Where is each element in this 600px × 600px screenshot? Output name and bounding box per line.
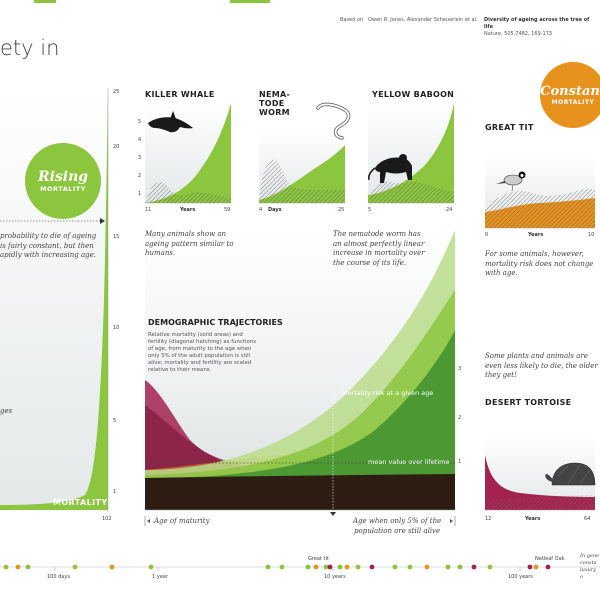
top-mark [34,0,56,3]
left-y-tick: 1 [113,489,117,495]
left-y-tick: 15 [113,234,120,240]
tit-x-end: 10 [588,232,595,238]
great-tit-note: For some animals, however, mortality ris… [485,250,594,277]
demographic-chart [145,230,455,516]
mortality-risk-label: Mortality risk at a given age [342,389,434,397]
demographic-title: DEMOGRAPHIC TRAJECTORIES [148,318,283,327]
tortoise-title: DESERT TORTOISE [485,398,572,407]
nematode-title: NEMA- TODE WORM [259,90,291,117]
timeline-label: 1 year [152,574,168,580]
tortoise-x-start: 12 [485,516,492,522]
tit-x-start: 0 [485,232,489,238]
age-of-maturity-label: Age of maturity [154,517,210,525]
kw-y-tick: 4 [138,137,142,143]
kw-y-tick: 2 [138,173,142,179]
nematode-panel [259,102,351,204]
timeline-label: 100 years [508,574,533,580]
left-y-tick: 10 [113,325,120,331]
kw-x-end: 59 [224,207,231,213]
timeline [0,564,600,571]
kw-y-tick: 3 [138,155,142,161]
left-stub-text: ges [0,407,13,415]
page-title-fragment: ety in [0,36,60,60]
nema-x-start: 4 [259,207,263,213]
nema-x-end: 25 [338,207,345,213]
tortoise-icon [551,462,596,486]
killer-whale-title: KILLER WHALE [145,90,215,99]
killer-whale-panel [145,103,231,204]
age-five-percent-label: Age when only 5% of the population are s… [353,517,442,535]
rising-mortality-badge: Rising MORTALITY [25,143,101,219]
timeline-species-label: Netleaf Oak [535,556,565,562]
baboon-icon [375,157,412,183]
kw-x-start: 11 [145,207,152,213]
demo-right-tick: 1 [458,459,462,465]
tortoise-x-label: Years [525,516,541,522]
bottom-right-note: In gene consta luxury o [580,553,600,580]
left-y-tick: 5 [113,418,117,424]
killer-whale-note: Many animals show an ageing pattern simi… [145,230,234,257]
left-y-tick: 20 [113,144,120,150]
demographic-description: Relative mortality (solid areas) and fer… [148,332,257,373]
baboon-x-start: 5 [368,207,372,213]
age-brackets [144,516,456,526]
left-y-tick: 25 [113,89,120,95]
left-note: probability to die of ageing is fairly c… [0,232,97,259]
kw-y-tick: 5 [138,119,142,125]
desert-tortoise-panel [485,435,596,511]
tortoise-x-end: 64 [584,516,591,522]
left-mortality-label: MORTALITY [53,498,108,507]
killer-whale-icon [148,117,193,133]
great-tit-title: GREAT TIT [485,123,534,132]
nematode-note: The nematode worm has an almost perfectl… [333,230,425,267]
top-mark [230,0,270,3]
yellow-baboon-panel [368,103,454,204]
timeline-label: 10 years [324,574,346,580]
timeline-species-label: Great tit [308,556,329,562]
demo-right-tick: 2 [458,415,462,421]
kw-y-tick: 1 [138,191,142,197]
left-x-tick: 102 [102,516,112,522]
credit-based-on: Based on Owen R. Jones, Alexander Scheue… [340,17,478,23]
baboon-title: YELLOW BABOON [372,90,455,99]
credit-article: Diversity of ageing across the tree of l… [484,17,590,37]
timeline-label: 100 days [47,574,70,580]
baboon-x-end: 24 [446,207,453,213]
nema-x-label: Days [268,207,282,213]
demo-right-tick: 3 [458,366,462,372]
tit-x-label: Years [528,232,544,238]
tortoise-note: Some plants and animals are even less li… [485,352,598,379]
kw-x-label: Years [180,207,196,213]
constant-mortality-badge: Constant MORTALITY [540,62,600,128]
great-tit-panel [485,155,595,229]
mean-value-label: mean value over lifetime [368,458,450,466]
